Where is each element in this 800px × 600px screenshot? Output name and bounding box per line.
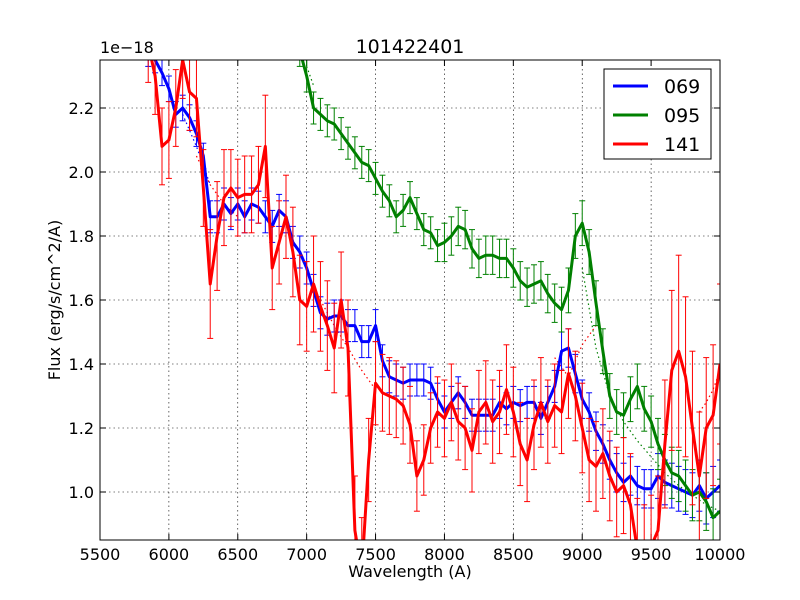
y-tick-label: 1.4 [69,355,94,374]
axes-frame [99,59,721,541]
series-line-069 [152,60,720,500]
x-tick-label: 9000 [562,545,603,564]
y-tick-label: 1.2 [69,419,94,438]
series-line-141 [150,60,720,540]
y-tick-label: 1.0 [69,483,94,502]
series-line-095 [300,60,720,520]
legend-label-069: 069 [664,76,700,98]
y-axis-label: Flux (erg/s/cm^2/A) [45,220,64,381]
x-tick-label: 8000 [424,545,465,564]
series-141 [145,60,720,540]
plot-area [145,60,720,540]
legend-label-141: 141 [664,134,700,156]
legend-label-095: 095 [664,105,700,127]
x-tick-label: 7000 [286,545,327,564]
y-tick-label: 2.0 [69,163,94,182]
y-tick-label: 1.6 [69,291,94,310]
x-tick-label: 6500 [217,545,258,564]
x-axis-ticks: 5500 6000 6500 7000 7500 8000 8500 9000 9500 1000… [80,60,746,564]
x-tick-label: 9500 [631,545,672,564]
dotted-continuation-095 [306,66,315,86]
y-offset-label: 1e−18 [100,38,154,57]
series-layer [145,60,720,540]
x-tick-label: 5500 [80,545,121,564]
x-tick-label: 10000 [695,545,746,564]
chart-title: 101422401 [356,36,465,58]
y-axis-ticks: 1.0 1.2 1.4 1.6 1.8 2.0 2.2 [69,99,720,502]
x-axis-label: Wavelength (A) [348,562,471,581]
x-tick-label: 6000 [149,545,190,564]
legend: 069 095 141 [603,68,712,160]
y-tick-label: 2.2 [69,99,94,118]
x-tick-label: 8500 [493,545,534,564]
x-tick-label: 7500 [355,545,396,564]
y-tick-label: 1.8 [69,227,94,246]
series-095 [296,60,720,540]
